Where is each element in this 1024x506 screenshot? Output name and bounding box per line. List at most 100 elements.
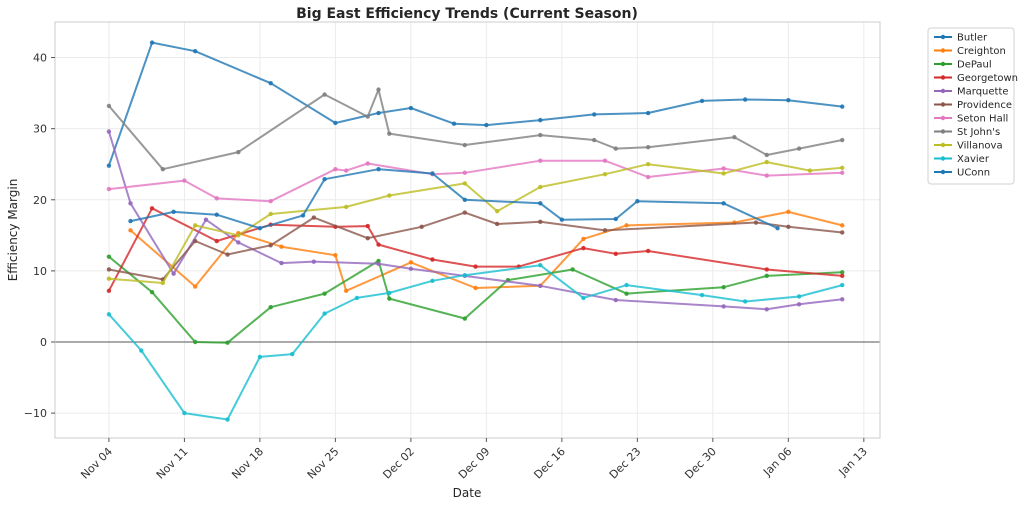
- data-point-uconn: [257, 226, 263, 231]
- plot-frame: [54, 21, 881, 439]
- data-point-seton-hall: [268, 199, 273, 204]
- legend-item-depaul: DePaul: [934, 60, 992, 71]
- data-point-st-john-s: [376, 87, 381, 92]
- grid-lines: [55, 22, 880, 438]
- legend-marker: [940, 102, 946, 107]
- data-point-st-john-s: [592, 137, 597, 143]
- series-xavier: [106, 263, 845, 422]
- y-axis-ticks: −10 0 10 20 30 40: [24, 52, 55, 420]
- data-point-villanova: [840, 165, 845, 170]
- series-line-butler: [107, 41, 843, 166]
- legend-item-marquette: Marquette: [934, 87, 1009, 98]
- data-point-xavier: [699, 292, 705, 298]
- legend-label: Villanova: [957, 141, 1003, 152]
- x-tick-label: Dec 30: [682, 445, 719, 482]
- legend-marker: [940, 34, 946, 40]
- legend-label: Creighton: [957, 46, 1006, 57]
- data-point-providence: [311, 215, 317, 220]
- x-tick-label: Nov 18: [229, 445, 266, 482]
- legend-label: Butler: [957, 33, 988, 44]
- data-point-georgetown: [473, 264, 478, 269]
- data-point-marquette: [408, 266, 414, 271]
- data-point-depaul: [192, 339, 198, 345]
- data-point-butler: [538, 117, 543, 123]
- legend-item-georgetown: Georgetown: [934, 73, 1018, 84]
- data-point-xavier: [430, 278, 435, 284]
- data-point-butler: [149, 40, 155, 45]
- data-point-uconn: [214, 212, 219, 217]
- series-providence: [106, 210, 845, 282]
- data-point-uconn: [635, 199, 640, 204]
- y-tick-label: 20: [33, 194, 47, 207]
- data-point-villanova: [494, 208, 500, 214]
- data-point-butler: [840, 104, 845, 109]
- data-point-providence: [538, 219, 543, 225]
- data-point-xavier: [462, 272, 468, 278]
- data-point-st-john-s: [613, 146, 618, 151]
- data-point-uconn: [775, 226, 780, 231]
- data-point-georgetown: [764, 267, 769, 272]
- data-point-providence: [106, 267, 112, 272]
- data-point-georgetown: [376, 242, 381, 247]
- y-tick-label: 30: [33, 123, 47, 136]
- data-point-villanova: [343, 204, 349, 210]
- data-point-creighton: [192, 284, 198, 289]
- data-point-marquette: [840, 297, 845, 302]
- data-point-uconn: [430, 171, 435, 176]
- plot-area: [54, 21, 881, 439]
- data-point-butler: [699, 98, 705, 104]
- data-point-providence: [192, 238, 198, 244]
- chart-title: Big East Efficiency Trends (Current Seas…: [296, 6, 638, 22]
- data-point-st-john-s: [645, 144, 651, 150]
- data-point-seton-hall: [182, 178, 187, 183]
- data-point-georgetown: [214, 238, 219, 244]
- data-point-st-john-s: [160, 167, 166, 172]
- data-point-marquette: [376, 261, 381, 266]
- data-point-uconn: [171, 209, 176, 215]
- x-tick-label: Nov 11: [154, 445, 191, 482]
- y-tick-label: 10: [33, 265, 47, 278]
- data-point-creighton: [473, 285, 478, 291]
- data-point-xavier: [538, 263, 543, 268]
- data-point-seton-hall: [764, 173, 769, 178]
- data-point-butler: [106, 163, 112, 168]
- data-point-uconn: [613, 216, 618, 222]
- data-point-seton-hall: [602, 158, 608, 163]
- data-point-georgetown: [581, 245, 586, 251]
- data-point-xavier: [322, 311, 327, 316]
- data-point-marquette: [171, 271, 176, 276]
- data-point-butler: [333, 120, 338, 126]
- legend-item-xavier: Xavier: [934, 154, 990, 165]
- legend-item-creighton: Creighton: [934, 46, 1006, 57]
- data-point-depaul: [840, 270, 845, 275]
- data-point-depaul: [764, 273, 769, 279]
- data-point-depaul: [570, 267, 575, 272]
- data-point-butler: [786, 98, 791, 103]
- data-point-xavier: [840, 282, 845, 288]
- data-point-georgetown: [645, 248, 651, 254]
- data-point-xavier: [387, 290, 392, 296]
- data-point-uconn: [559, 217, 565, 222]
- data-point-villanova: [236, 233, 241, 238]
- data-point-depaul: [624, 291, 629, 296]
- legend-label: Xavier: [957, 154, 990, 165]
- data-point-villanova: [645, 162, 651, 167]
- data-point-georgetown: [365, 223, 370, 229]
- data-point-xavier: [624, 282, 629, 288]
- data-point-butler: [484, 122, 489, 128]
- y-axis-label: Efficiency Margin: [6, 179, 20, 282]
- data-point-seton-hall: [721, 166, 726, 171]
- data-point-depaul: [387, 296, 392, 301]
- data-point-uconn: [721, 201, 726, 206]
- series-line-st-john-s: [108, 88, 843, 171]
- data-point-depaul: [268, 304, 273, 310]
- data-point-marquette: [538, 283, 543, 289]
- data-point-providence: [494, 221, 500, 227]
- x-axis-label: Date: [453, 486, 482, 500]
- data-point-creighton: [581, 236, 586, 242]
- data-point-xavier: [257, 354, 263, 360]
- data-point-providence: [602, 228, 608, 233]
- legend-marker: [940, 142, 946, 148]
- data-point-creighton: [333, 253, 338, 258]
- legend-item-st-john-s: St John's: [934, 127, 1000, 138]
